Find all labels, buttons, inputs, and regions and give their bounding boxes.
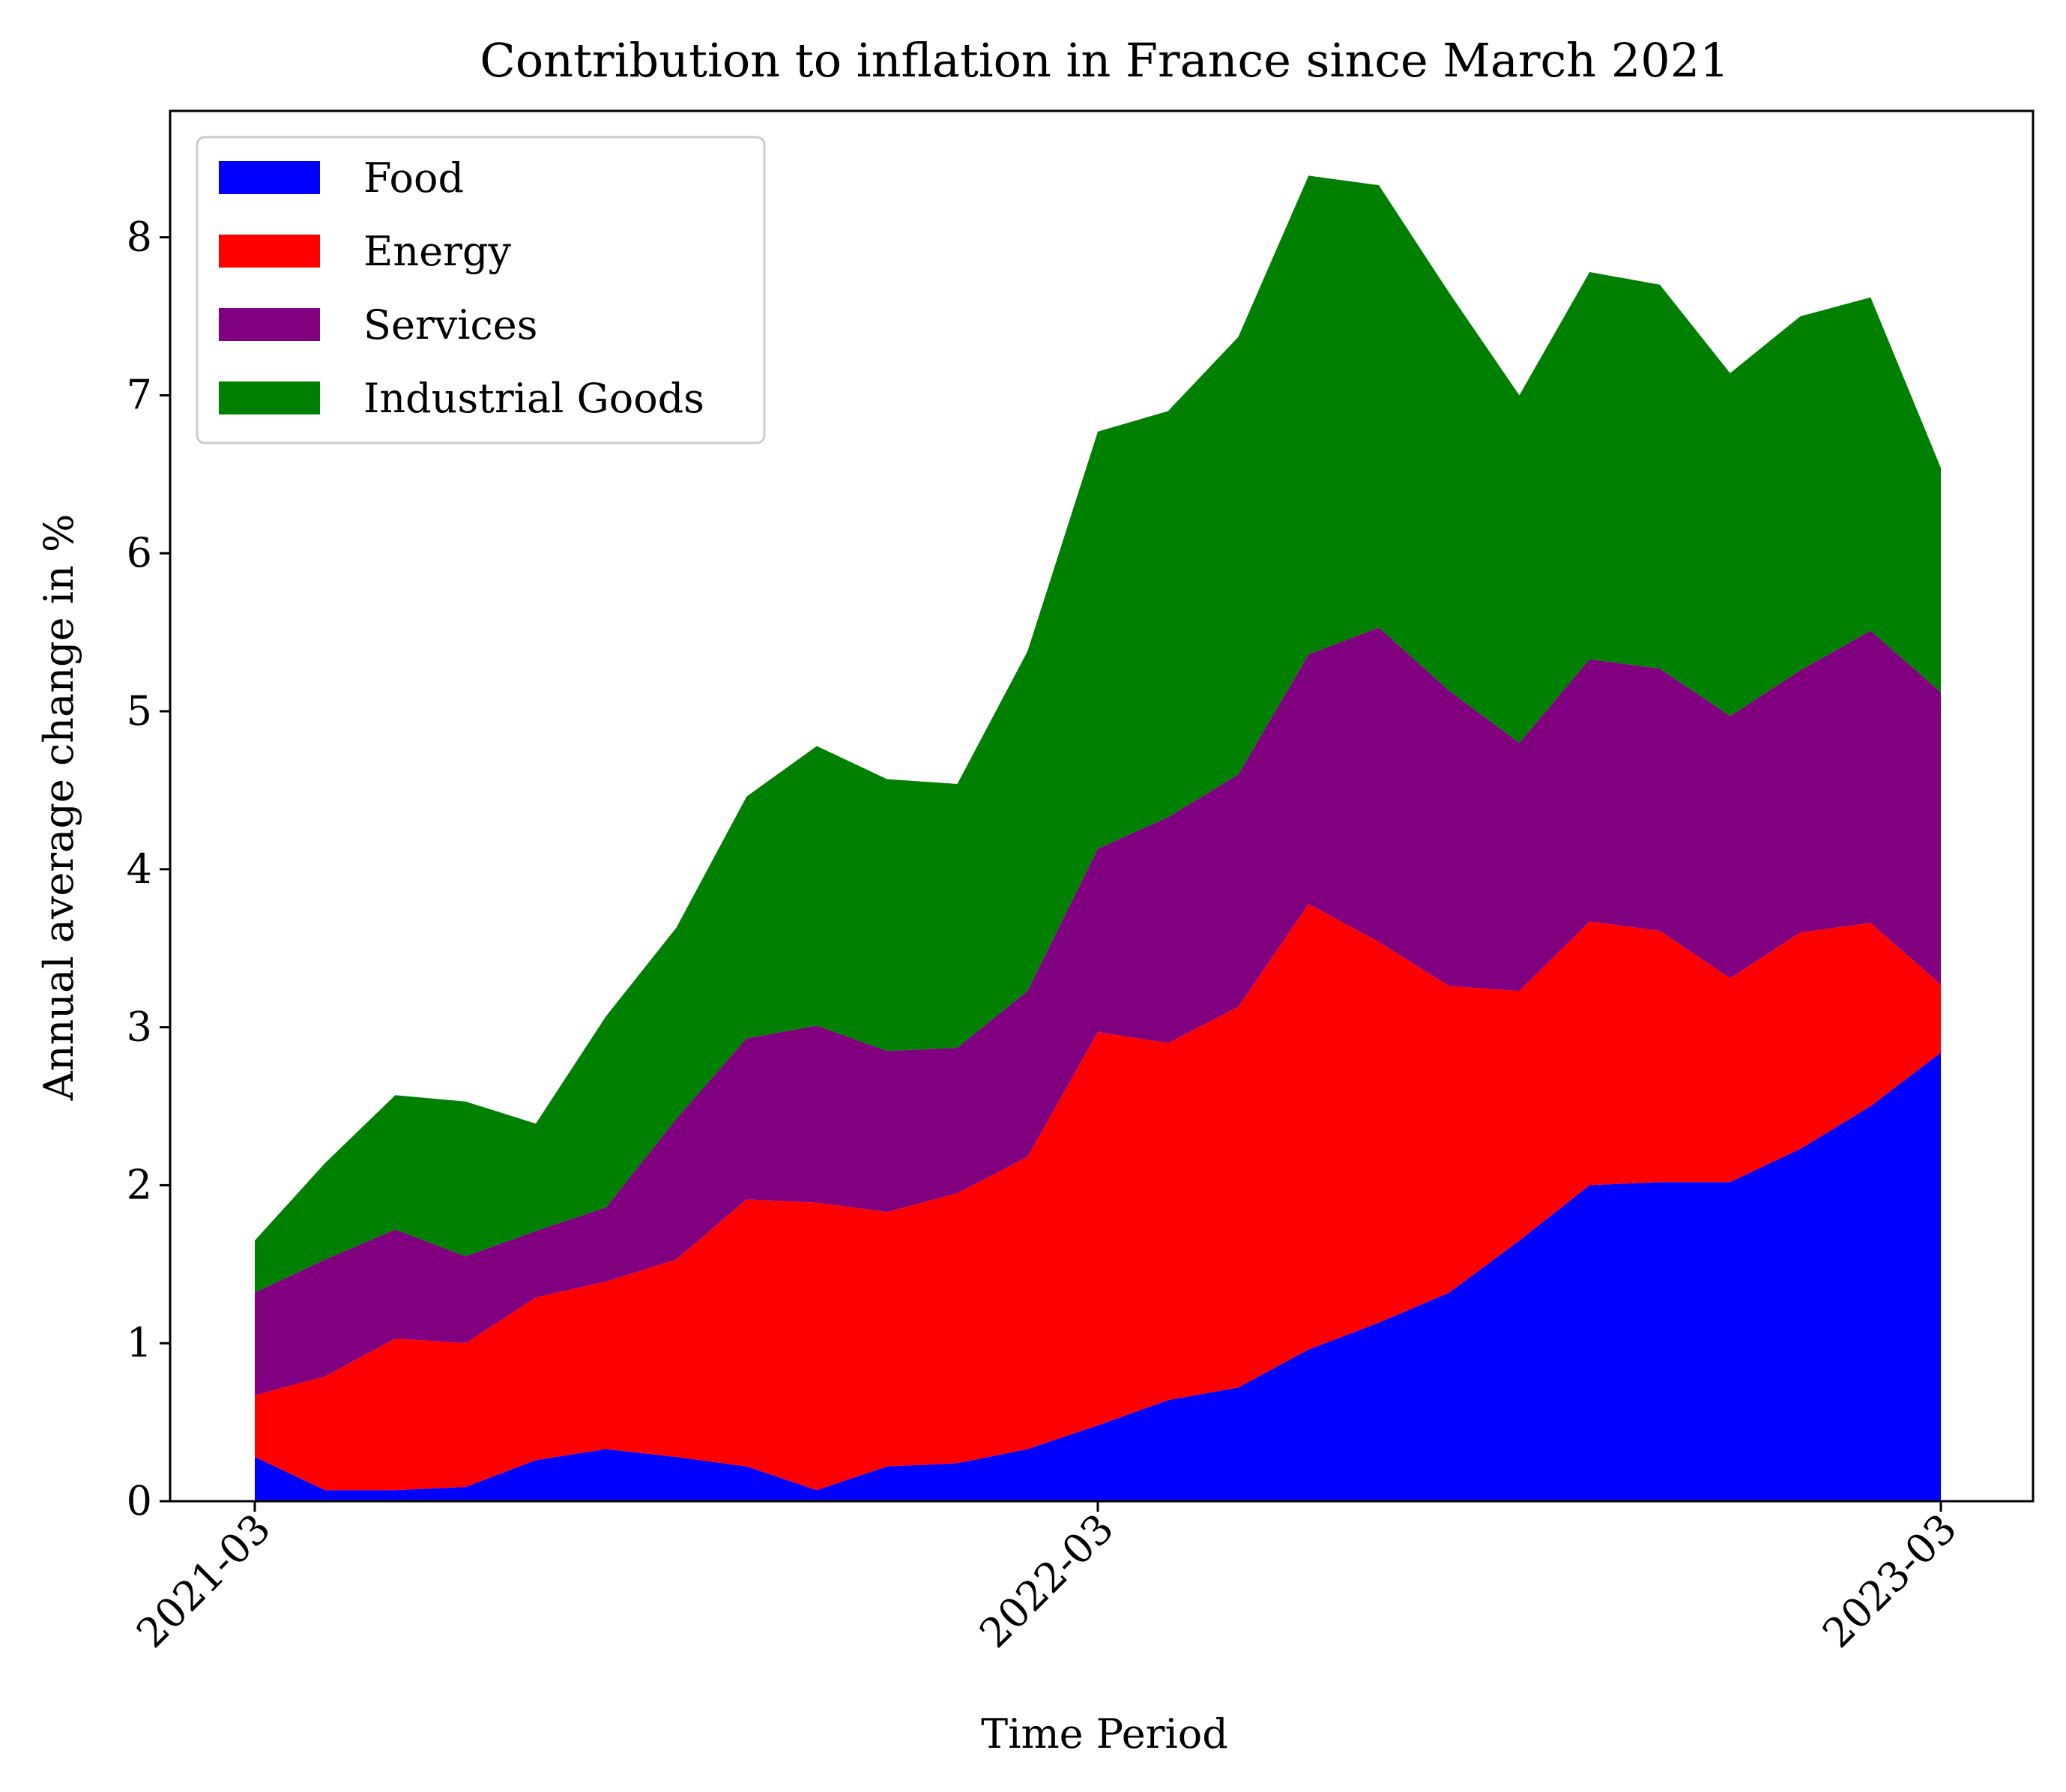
- legend-swatch-energy: [219, 235, 320, 268]
- legend-label-energy: Energy: [363, 228, 512, 275]
- plot-frame: [169, 109, 2035, 1503]
- area-food: [255, 1052, 1941, 1501]
- y-tick-label: 2: [127, 1161, 152, 1208]
- x-axis: 2021-03 2022-03 2023-03: [127, 1501, 1966, 1657]
- legend-label-food: Food: [363, 154, 464, 202]
- x-tick-label: 2021-03: [127, 1505, 280, 1657]
- area-energy: [255, 904, 1941, 1491]
- y-tick-label: 5: [127, 687, 152, 734]
- legend: Food Energy Services Industrial Goods: [196, 136, 766, 444]
- y-tick-label: 6: [127, 529, 152, 576]
- chart-title: Contribution to inflation in France sinc…: [480, 33, 1729, 88]
- y-tick-label: 1: [127, 1319, 152, 1366]
- y-tick-label: 7: [127, 371, 152, 418]
- y-axis-label: Annual average change in %: [35, 514, 82, 1102]
- y-axis: 0 1 2 3 4 5 6 7 8: [127, 214, 170, 1524]
- y-tick-label: 8: [127, 214, 152, 261]
- y-tick-label: 3: [127, 1004, 152, 1051]
- legend-swatch-services: [219, 308, 320, 341]
- legend-box: [196, 136, 766, 444]
- legend-label-services: Services: [363, 301, 537, 349]
- area-services: [255, 627, 1941, 1396]
- y-tick-label: 0: [127, 1477, 152, 1524]
- plot-areas: [255, 175, 1941, 1501]
- area-industrial-goods: [255, 175, 1941, 1293]
- x-tick-label: 2023-03: [1813, 1505, 1966, 1657]
- legend-label-industrial-goods: Industrial Goods: [363, 375, 704, 422]
- x-axis-label: Time Period: [981, 1710, 1228, 1758]
- y-tick-label: 4: [127, 845, 152, 893]
- legend-swatch-food: [219, 161, 320, 194]
- legend-swatch-industrial-goods: [219, 381, 320, 414]
- x-tick-label: 2022-03: [970, 1505, 1123, 1657]
